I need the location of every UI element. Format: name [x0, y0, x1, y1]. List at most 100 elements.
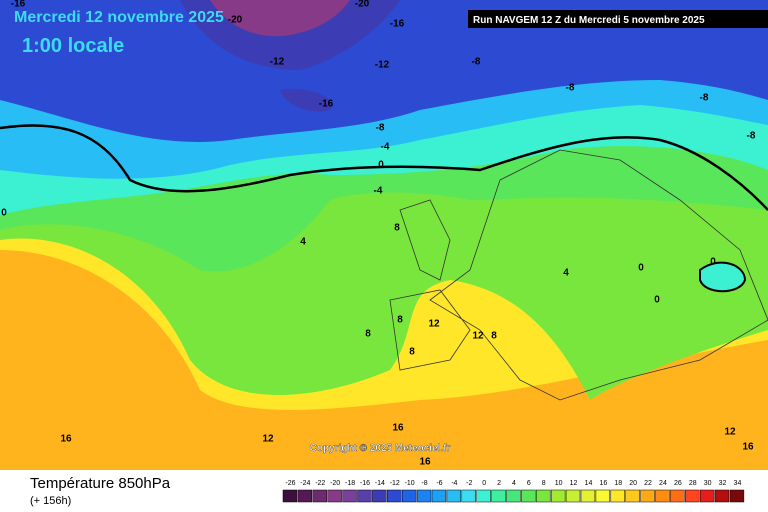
scale-label: -14 [375, 480, 385, 487]
footer-title: Température 850hPa [30, 475, 171, 492]
cold-pocket [699, 261, 747, 293]
scale-label: 30 [704, 480, 712, 487]
scale-swatch [491, 489, 506, 503]
zero-isotherm [0, 124, 768, 211]
scale-swatch [476, 489, 491, 503]
scale-swatch [327, 489, 342, 503]
scale-swatch [416, 489, 432, 503]
scale-label: 4 [512, 480, 516, 487]
run-box [468, 10, 768, 28]
scale-label: 0 [482, 480, 486, 487]
scale-label: -18 [345, 480, 355, 487]
scale-label: -24 [300, 480, 310, 487]
scale-label: 28 [689, 480, 697, 487]
contour-label: 12 [262, 434, 274, 445]
scale-swatch [729, 489, 745, 503]
contour-label: 8 [397, 315, 403, 326]
scale-swatch [387, 489, 402, 503]
scale-swatch [282, 489, 298, 503]
contour-label: 4 [563, 268, 569, 279]
scale-swatch [670, 489, 685, 503]
scale-label: 22 [644, 480, 652, 487]
scale-swatch [312, 489, 327, 503]
scale-swatch [685, 489, 700, 503]
contour-label: 0 [710, 257, 716, 268]
contour-label: -16 [319, 99, 334, 110]
contour-label: -12 [375, 60, 390, 71]
scale-label: -16 [360, 480, 370, 487]
coastlines [389, 149, 768, 401]
contour-label: -4 [381, 142, 390, 153]
contour-label: -8 [566, 83, 575, 94]
contour-label: 16 [392, 423, 404, 434]
contour-label: 16 [419, 457, 431, 468]
scale-label: -26 [285, 480, 295, 487]
scale-label: -20 [330, 480, 340, 487]
scale-label: 14 [585, 480, 593, 487]
contour-label: 12 [724, 427, 736, 438]
scale-label: 10 [555, 480, 563, 487]
color-scale: -26 -24 -22 -20 -18 -16 -14 -12 -10 -8 -6 -4 -2 0 2 4 6 8… [282, 480, 745, 503]
scale-label: 20 [629, 480, 637, 487]
deep-blue-region [180, 0, 400, 112]
contour-label: -8 [747, 131, 756, 142]
scale-swatch [625, 489, 640, 503]
scale-label: -6 [436, 480, 442, 487]
date: Mercredi 12 novembre 2025 [14, 9, 224, 26]
scale-label: 24 [659, 480, 667, 487]
map: -16 -20 -20 -16 -12 -12 -8 -8 -8 -8 -16 -8 -4 0 -4 0 4 8 4… [0, 0, 768, 470]
scale-label: -8 [421, 480, 427, 487]
scale-swatch [431, 489, 447, 503]
scale-swatch [357, 489, 372, 503]
contour-label: 16 [742, 442, 754, 453]
scale-swatch [446, 489, 462, 503]
scale-label: 18 [614, 480, 622, 487]
copyright: Copyright © 2025 Meteociel.fr [310, 443, 451, 454]
scale-swatch [506, 489, 521, 503]
contour-label: -8 [700, 93, 709, 104]
contour-label: -20 [355, 0, 370, 10]
scale-swatch [580, 489, 596, 503]
contour-label: 8 [409, 347, 415, 358]
scale-swatch [372, 489, 387, 503]
contour-label: 12 [472, 331, 484, 342]
scale-swatch [565, 489, 581, 503]
footer-lead: (+ 156h) [30, 495, 71, 507]
scale-swatch [714, 489, 730, 503]
scale-swatch [521, 489, 536, 503]
scale-label: -10 [405, 480, 415, 487]
scale-label: 16 [599, 480, 607, 487]
scale-swatch [461, 489, 476, 503]
scale-label: -4 [451, 480, 457, 487]
contour-label: 0 [638, 263, 644, 274]
scale-label: 8 [542, 480, 546, 487]
scale-label: -12 [390, 480, 400, 487]
scale-swatch [536, 489, 551, 503]
contour-label: 12 [428, 319, 440, 330]
scale-label: -22 [315, 480, 325, 487]
scale-label: 26 [674, 480, 682, 487]
scale-swatch [655, 489, 670, 503]
contour-label: -20 [228, 15, 243, 26]
blue-region [0, 0, 768, 142]
purple-region [210, 0, 350, 37]
contour-labels: -16 -20 -20 -16 -12 -12 -8 -8 -8 -8 -16 -8 -4 0 -4 0 4 8 4… [1, 0, 756, 468]
contour-label: 16 [60, 434, 72, 445]
scale-swatch [342, 489, 357, 503]
contour-label: -8 [376, 123, 385, 134]
scale-label: 12 [570, 480, 578, 487]
contour-label: -12 [270, 57, 285, 68]
contour-label: 0 [1, 208, 7, 219]
contour-label: -8 [472, 57, 481, 68]
contour-label: 8 [394, 223, 400, 234]
scale-swatch [640, 489, 655, 503]
scale-swatch [610, 489, 625, 503]
contour-label: 8 [365, 329, 371, 340]
scale-label: -2 [466, 480, 472, 487]
contour-label: -4 [374, 186, 383, 197]
scale-label: 2 [497, 480, 501, 487]
time: 1:00 locale [22, 35, 124, 57]
contour-label: -16 [390, 19, 405, 30]
contour-label: 4 [300, 237, 306, 248]
scale-swatch [699, 489, 715, 503]
